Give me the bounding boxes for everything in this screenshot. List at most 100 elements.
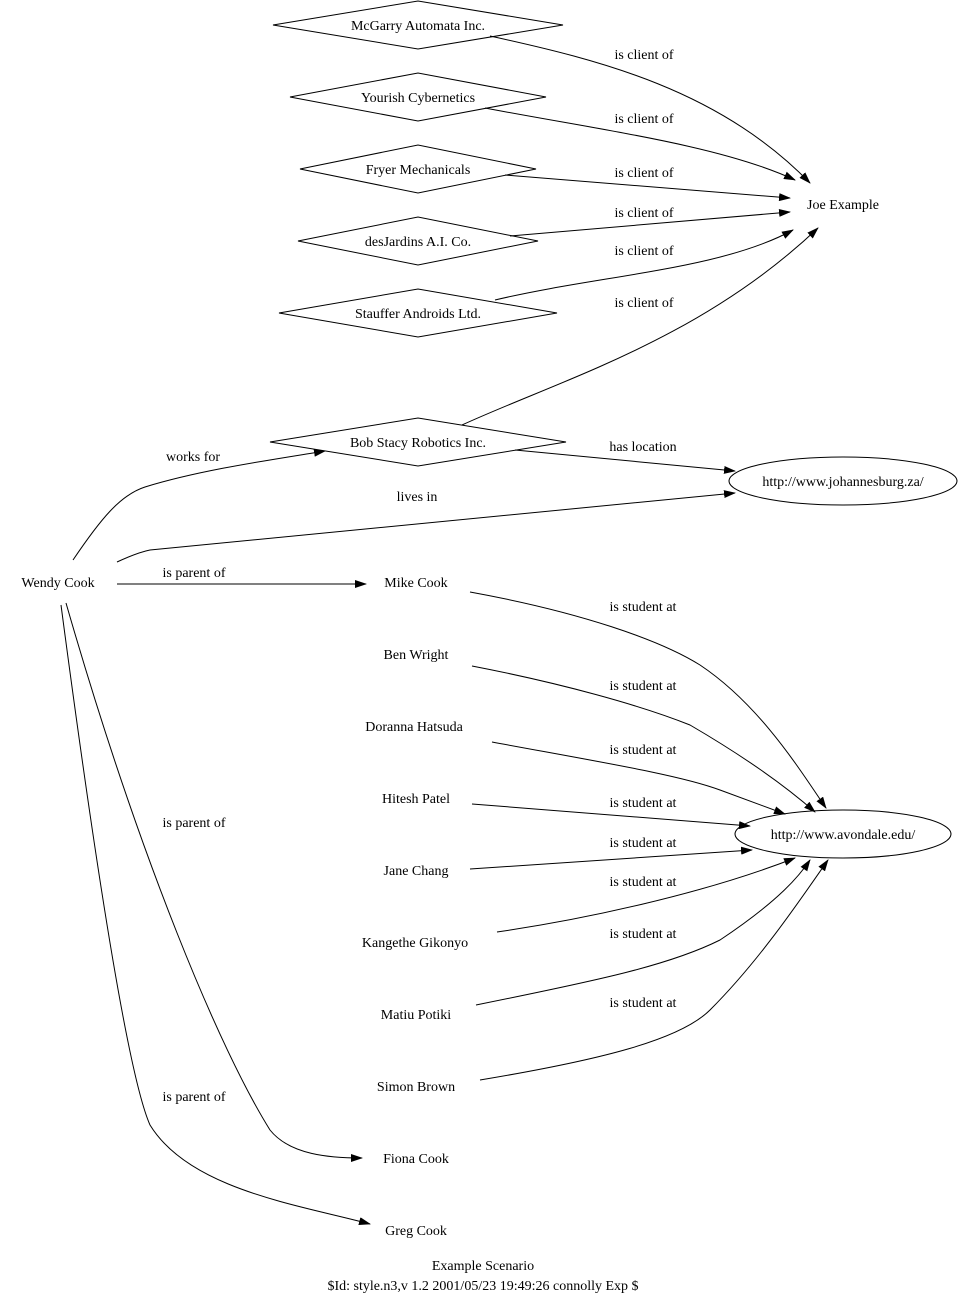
edge-wendy-bobstacy: works for bbox=[72, 448, 326, 561]
edge-label: is client of bbox=[614, 206, 673, 221]
node-label: Wendy Cook bbox=[21, 576, 94, 591]
edge-line bbox=[471, 665, 816, 813]
edge-line bbox=[509, 208, 791, 237]
node-label: Hitesh Patel bbox=[382, 792, 450, 807]
edge-line bbox=[60, 604, 371, 1225]
node-label: http://www.avondale.edu/ bbox=[771, 828, 916, 843]
node-fiona[interactable]: Fiona Cook bbox=[383, 1152, 449, 1167]
edge-line bbox=[469, 846, 753, 870]
node-joe[interactable]: Joe Example bbox=[807, 198, 879, 213]
edge-label: lives in bbox=[397, 490, 438, 505]
edge-label: is client of bbox=[614, 48, 673, 63]
edge-line bbox=[489, 35, 811, 184]
edge-label: is client of bbox=[614, 112, 673, 127]
edge-stauffer-joe: is client of bbox=[494, 229, 794, 301]
node-doranna[interactable]: Doranna Hatsuda bbox=[365, 720, 463, 735]
edge-line bbox=[504, 174, 791, 202]
node-yourish[interactable]: Yourish Cybernetics bbox=[289, 72, 547, 122]
edge-label: is student at bbox=[610, 836, 677, 851]
diamond-shape bbox=[269, 417, 567, 467]
ellipse-shape bbox=[728, 456, 958, 506]
edge-line bbox=[65, 602, 363, 1162]
node-joburg[interactable]: http://www.johannesburg.za/ bbox=[728, 456, 958, 506]
edge-doranna-avondale: is student at bbox=[491, 741, 786, 815]
node-hitesh[interactable]: Hitesh Patel bbox=[382, 792, 450, 807]
edge-wendy-fiona: is parent of bbox=[65, 602, 363, 1162]
node-label: Yourish Cybernetics bbox=[361, 91, 475, 106]
edge-fryer-joe: is client of bbox=[504, 166, 791, 202]
node-bobstacy[interactable]: Bob Stacy Robotics Inc. bbox=[269, 417, 567, 467]
node-mcgarry[interactable]: McGarry Automata Inc. bbox=[272, 0, 564, 50]
edge-wendy-joburg: lives in bbox=[116, 490, 736, 563]
edge-wendy-greg: is parent of bbox=[60, 604, 371, 1225]
edge-wendy-mike: is parent of bbox=[117, 566, 367, 588]
node-wendy[interactable]: Wendy Cook bbox=[21, 576, 94, 591]
node-label: Kangethe Gikonyo bbox=[362, 936, 468, 951]
diamond-shape bbox=[278, 288, 558, 338]
node-label: Doranna Hatsuda bbox=[365, 720, 463, 735]
edge-line bbox=[494, 229, 794, 301]
node-matiu[interactable]: Matiu Potiki bbox=[381, 1008, 452, 1023]
edge-mike-avondale: is student at bbox=[469, 591, 827, 809]
edge-label: is student at bbox=[610, 996, 677, 1011]
edge-label: is student at bbox=[610, 743, 677, 758]
edge-line bbox=[484, 107, 796, 181]
edge-hitesh-avondale: is student at bbox=[471, 796, 751, 830]
ellipse-shape bbox=[734, 809, 952, 859]
caption-id-line: $Id: style.n3,v 1.2 2001/05/23 19:49:26 … bbox=[327, 1279, 638, 1294]
node-mike[interactable]: Mike Cook bbox=[384, 576, 447, 591]
node-label: Ben Wright bbox=[384, 648, 449, 663]
edge-line bbox=[491, 741, 786, 815]
edge-desjardins-joe: is client of bbox=[509, 206, 791, 237]
edge-label: has location bbox=[609, 440, 676, 455]
edge-line bbox=[461, 227, 819, 426]
node-label: Greg Cook bbox=[385, 1224, 447, 1239]
edge-label: is student at bbox=[610, 927, 677, 942]
node-ben[interactable]: Ben Wright bbox=[384, 648, 449, 663]
node-label: Fiona Cook bbox=[383, 1152, 449, 1167]
edge-line bbox=[514, 449, 736, 474]
edge-mcgarry-joe: is client of bbox=[489, 35, 811, 184]
edge-line bbox=[116, 490, 736, 563]
edge-label: works for bbox=[166, 450, 220, 465]
edge-label: is student at bbox=[610, 796, 677, 811]
node-label: Stauffer Androids Ltd. bbox=[355, 307, 481, 322]
node-fryer[interactable]: Fryer Mechanicals bbox=[299, 144, 537, 194]
node-label: Mike Cook bbox=[384, 576, 447, 591]
edge-matiu-avondale: is student at bbox=[475, 859, 811, 1006]
edge-line bbox=[72, 448, 326, 561]
edge-line bbox=[475, 859, 811, 1006]
edge-line bbox=[496, 857, 796, 933]
edge-bobstacy-joe: is client of bbox=[461, 227, 819, 426]
node-kangethe[interactable]: Kangethe Gikonyo bbox=[362, 936, 468, 951]
node-simon[interactable]: Simon Brown bbox=[377, 1080, 455, 1095]
node-greg[interactable]: Greg Cook bbox=[385, 1224, 447, 1239]
edge-yourish-joe: is client of bbox=[484, 107, 796, 181]
node-avondale[interactable]: http://www.avondale.edu/ bbox=[734, 809, 952, 859]
diamond-shape bbox=[299, 144, 537, 194]
diamond-shape bbox=[289, 72, 547, 122]
node-label: Jane Chang bbox=[384, 864, 449, 879]
edge-line bbox=[469, 591, 827, 809]
edge-kangethe-avondale: is student at bbox=[496, 857, 796, 933]
edge-label: is parent of bbox=[163, 816, 226, 831]
node-jane[interactable]: Jane Chang bbox=[384, 864, 449, 879]
node-desjardins[interactable]: desJardins A.I. Co. bbox=[297, 216, 539, 266]
node-label: Matiu Potiki bbox=[381, 1008, 452, 1023]
diamond-shape bbox=[272, 0, 564, 50]
edge-label: is student at bbox=[610, 600, 677, 615]
edge-label: is student at bbox=[610, 679, 677, 694]
edge-label: is parent of bbox=[163, 1090, 226, 1105]
node-label: Joe Example bbox=[807, 198, 879, 213]
edge-simon-avondale: is student at bbox=[479, 859, 829, 1081]
node-label: Simon Brown bbox=[377, 1080, 455, 1095]
node-label: McGarry Automata Inc. bbox=[351, 19, 485, 34]
node-stauffer[interactable]: Stauffer Androids Ltd. bbox=[278, 288, 558, 338]
edge-line bbox=[479, 859, 829, 1081]
diamond-shape bbox=[297, 216, 539, 266]
caption-title: Example Scenario bbox=[432, 1259, 534, 1274]
edge-bobstacy-joburg: has location bbox=[514, 440, 736, 474]
edge-jane-avondale: is student at bbox=[469, 836, 753, 870]
edge-label: is client of bbox=[614, 296, 673, 311]
